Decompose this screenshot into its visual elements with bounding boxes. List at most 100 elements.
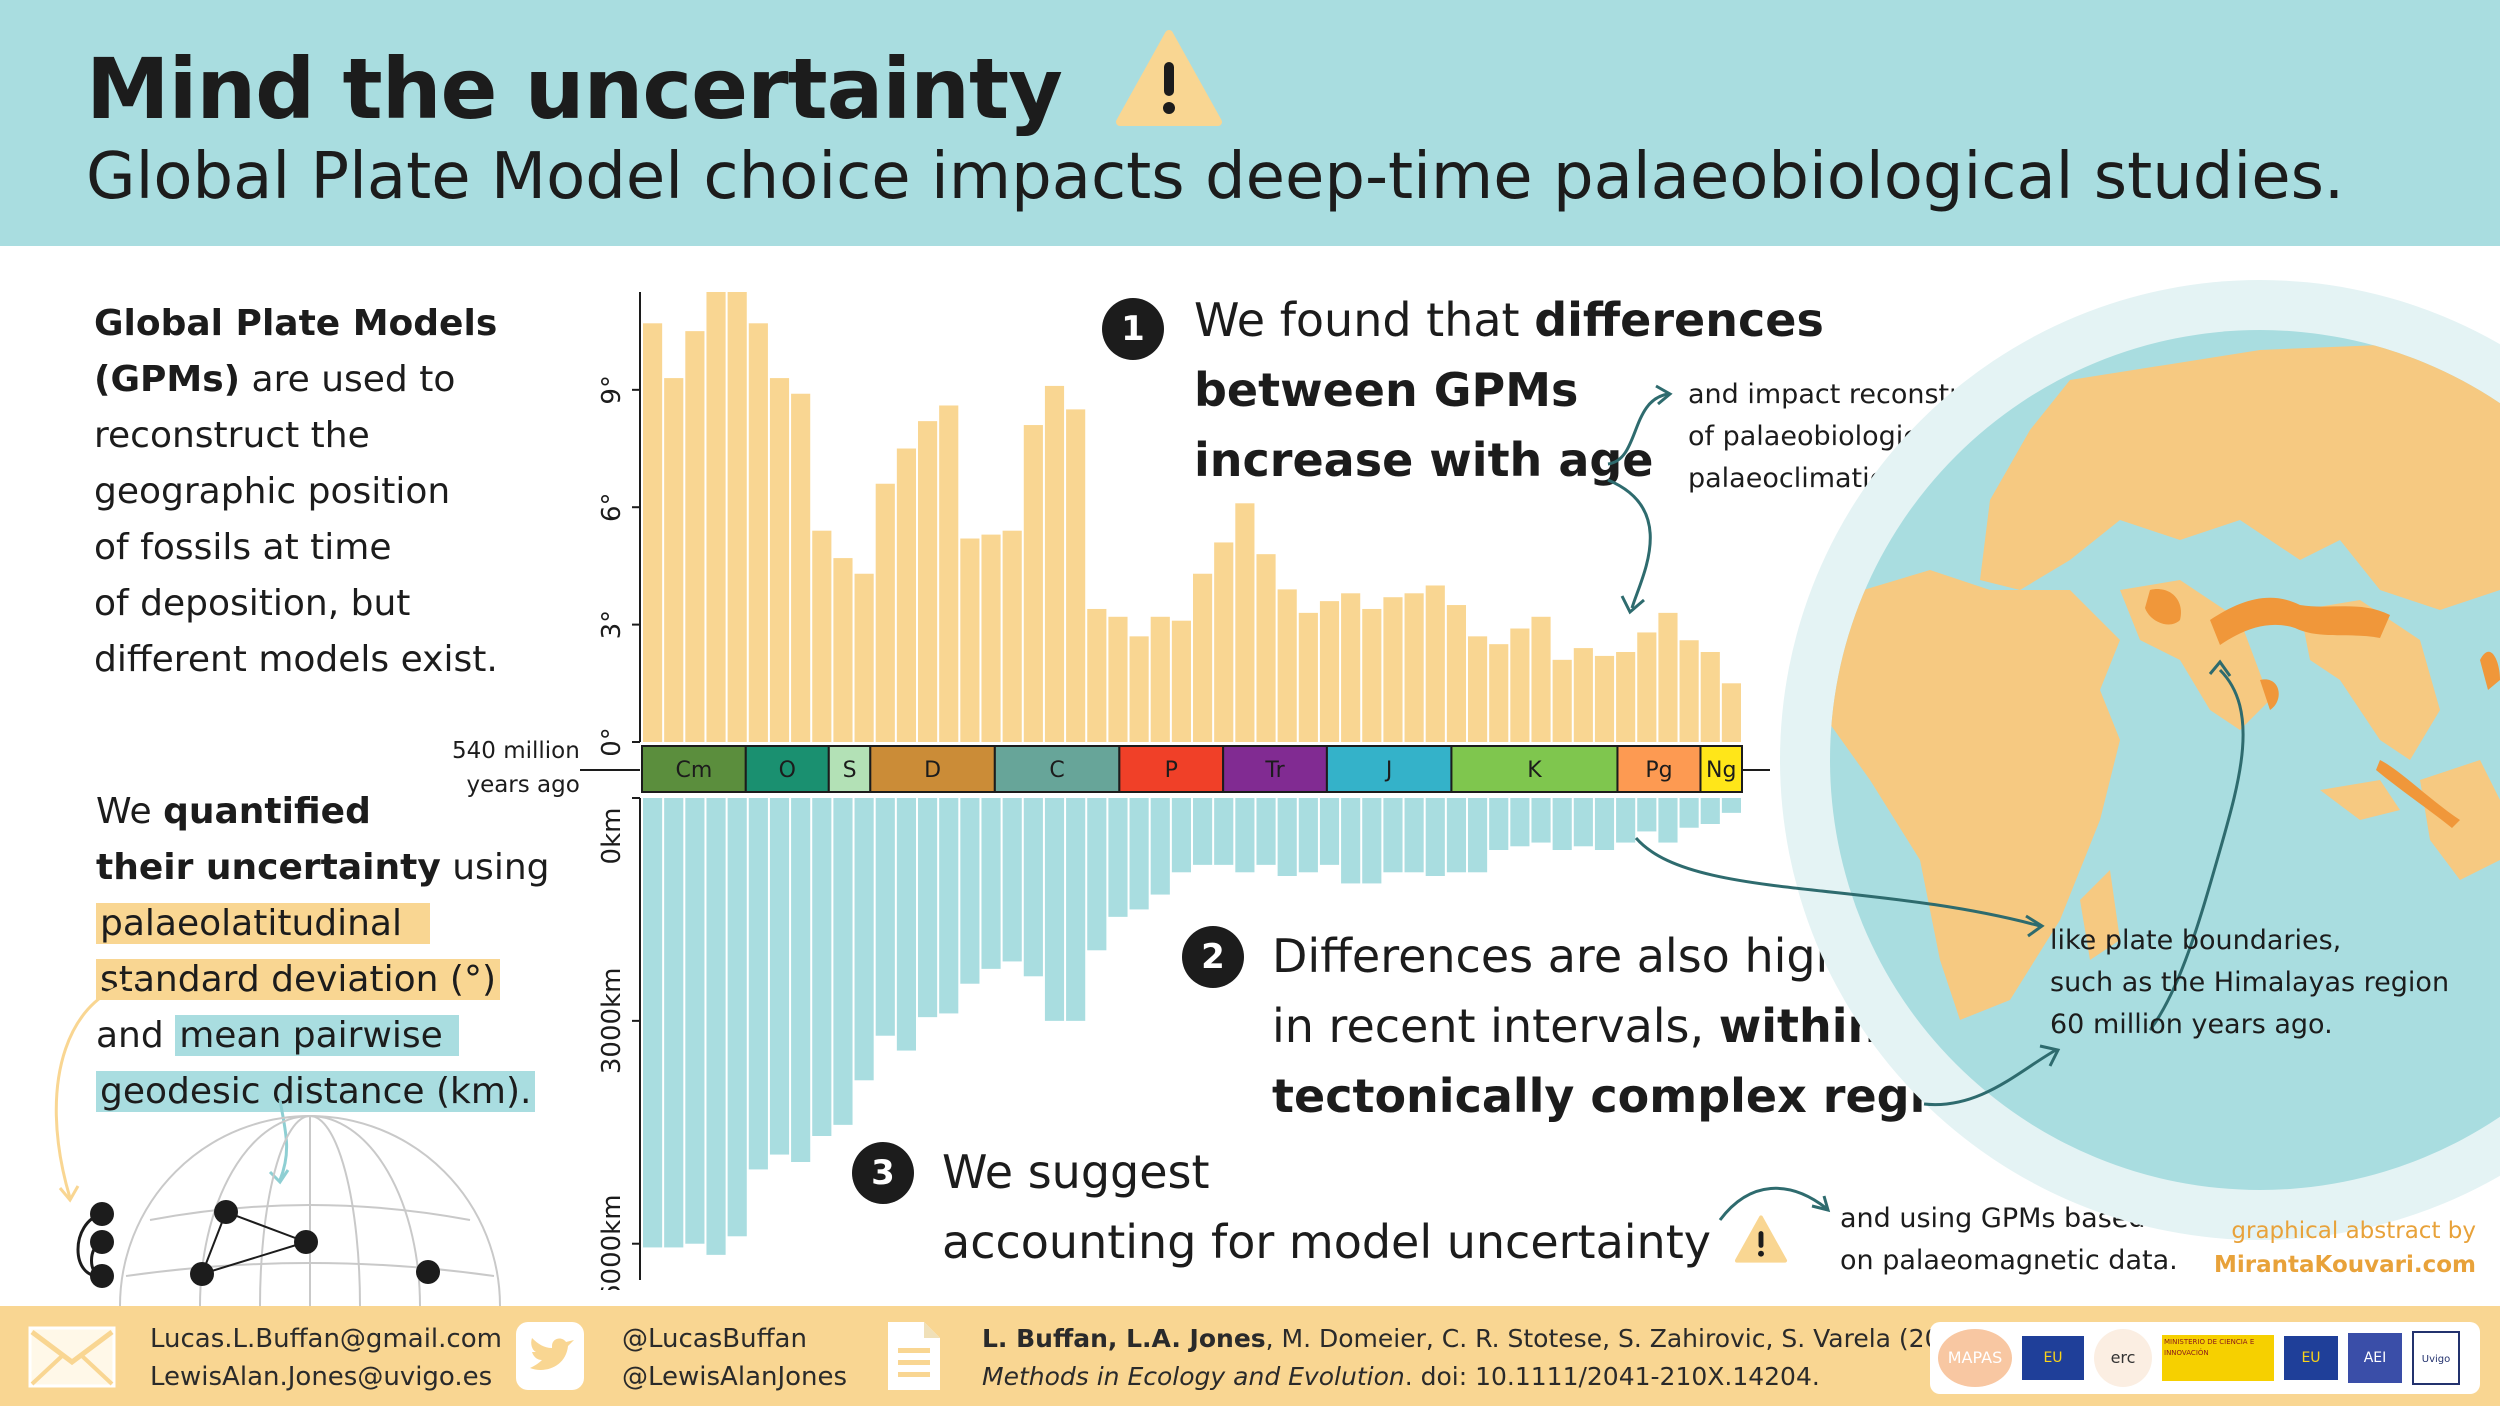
citation-line-1: L. Buffan, L.A. Jones, M. Domeier, C. R.… (982, 1320, 1982, 1358)
sd-bar (1552, 659, 1572, 742)
km-tick-label: 3000km (597, 968, 627, 1075)
eu-flag-logo: EU (2022, 1336, 2084, 1380)
km-bar (1573, 798, 1593, 847)
point-3-text: We suggest accounting for model uncertai… (942, 1137, 1788, 1277)
sd-bar (918, 421, 938, 742)
credit: graphical abstract by MirantaKouvari.com (2120, 1214, 2476, 1282)
p3-b: accounting for model uncertainty (942, 1215, 1711, 1269)
km-bar (1319, 798, 1340, 865)
uncertainty-chart: 0° 3° 6° 9° 0km 3000km 6000km Cm O S D C P Tr J K Pg Ng (580, 292, 1770, 1290)
km-tick-label: 0km (597, 808, 627, 865)
timeline-start-label: 540 million years ago (452, 734, 580, 802)
mapas-logo: MAPAS (1938, 1329, 2012, 1387)
sd-highlight: palaeolatitudinal (96, 903, 430, 944)
citation-line-2[interactable]: Methods in Ecology and Evolution. doi: 1… (982, 1358, 1982, 1396)
point-1-badge: 1 (1102, 298, 1164, 360)
sd-bar (854, 573, 874, 742)
sd-bar (1066, 409, 1086, 742)
sd-bar (1129, 636, 1149, 742)
logo-row: MAPAS EU erc MINISTERIO DE CIENCIA E INN… (1938, 1328, 2474, 1388)
email-link-2[interactable]: LewisAlan.Jones@uvigo.es (150, 1362, 493, 1392)
point-2-text: Differences are also high in recent inte… (1272, 921, 2017, 1131)
sd-bar (1319, 601, 1340, 742)
sd-bar (1214, 542, 1234, 742)
credit-line: graphical abstract by (2231, 1218, 2476, 1244)
credit-link[interactable]: MirantaKouvari.com (2214, 1252, 2476, 1278)
sd-bar (1256, 554, 1276, 742)
citation-journal: Methods in Ecology and Evolution (982, 1362, 1405, 1391)
q-bold2: their uncertainty (96, 847, 441, 888)
himalayas-region (2210, 597, 2390, 645)
km-bar (812, 798, 832, 1136)
period-label: Ng (1706, 758, 1736, 783)
sd-bar (1510, 628, 1530, 742)
km-bar (1341, 798, 1361, 884)
emails: Lucas.L.Buffan@gmail.com LewisAlan.Jones… (150, 1320, 502, 1396)
sd-tick-label: 0° (597, 727, 627, 757)
warning-icon (1734, 1215, 1787, 1263)
sd-bar (896, 448, 916, 742)
sd-highlight: standard deviation (°) (96, 959, 500, 1000)
eu-flag-logo-2: EU (2284, 1336, 2338, 1380)
page-subtitle: Global Plate Model choice impacts deep-t… (86, 140, 2345, 214)
km-bar (1594, 798, 1615, 850)
period-block (641, 745, 747, 793)
sd-bar (812, 530, 832, 742)
km-bar (1150, 798, 1170, 895)
quantified-line: and mean pairwise (96, 1008, 549, 1064)
citation: L. Buffan, L.A. Jones, M. Domeier, C. R.… (982, 1320, 1982, 1396)
quantified-line: palaeolatitudinal (96, 896, 549, 952)
period-block (744, 745, 830, 793)
header-banner (0, 0, 2500, 246)
continents (1830, 340, 2500, 1020)
twitter-link-1[interactable]: @LucasBuffan (622, 1324, 807, 1354)
twitter-link-2[interactable]: @LewisAlanJones (622, 1362, 848, 1392)
km-bar (1658, 798, 1678, 843)
email-link-1[interactable]: Lucas.L.Buffan@gmail.com (150, 1324, 502, 1354)
km-bar (769, 798, 790, 1155)
sd-bar (875, 483, 895, 742)
twitter-icon (516, 1322, 584, 1390)
sd-bar (1700, 652, 1720, 742)
km-bar (1679, 798, 1699, 828)
sd-bar (1002, 530, 1022, 742)
km-bar (1129, 798, 1149, 910)
period-block (993, 745, 1121, 793)
p3-a: We suggest (942, 1145, 1210, 1199)
km-bar (1193, 798, 1213, 865)
period-label: Pg (1645, 758, 1672, 783)
ministerio-logo: MINISTERIO DE CIENCIA E INNOVACIÓN (2162, 1335, 2274, 1381)
km-bar (1256, 798, 1276, 865)
km-bar (1404, 798, 1424, 873)
sd-bar (1679, 640, 1699, 742)
q-we: We (96, 791, 152, 832)
km-bar (1214, 798, 1234, 865)
km-bar (1235, 798, 1255, 873)
q-using: using (440, 847, 550, 888)
sd-bar (1362, 608, 1382, 742)
km-bar (1510, 798, 1530, 847)
uncertainty-illustration (54, 980, 501, 1306)
sd-bar (1404, 593, 1424, 742)
citation-authors-bold: L. Buffan, L.A. Jones (982, 1324, 1266, 1353)
intro-line: (GPMs) are used to (94, 352, 498, 408)
km-tick-label: 6000km (597, 1194, 627, 1290)
km-bar (1362, 798, 1382, 884)
km-bar (1552, 798, 1572, 850)
sd-bar (833, 558, 853, 742)
km-bar (1002, 798, 1022, 962)
period-label: C (1049, 758, 1064, 783)
sd-bar (1108, 616, 1128, 742)
sd-bar (1171, 620, 1191, 742)
intro-line: of deposition, but (94, 583, 411, 624)
sd-bar (727, 292, 747, 742)
quantified-text: We quantified their uncertainty using pa… (96, 784, 549, 1120)
km-bar (1383, 798, 1403, 873)
period-label: D (924, 758, 941, 783)
period-label: K (1527, 758, 1542, 783)
sd-bar (1616, 652, 1636, 742)
sd-bar (791, 393, 811, 742)
km-bar (706, 798, 726, 1255)
period-block (869, 745, 996, 793)
intro-line: geographic position (94, 471, 451, 512)
